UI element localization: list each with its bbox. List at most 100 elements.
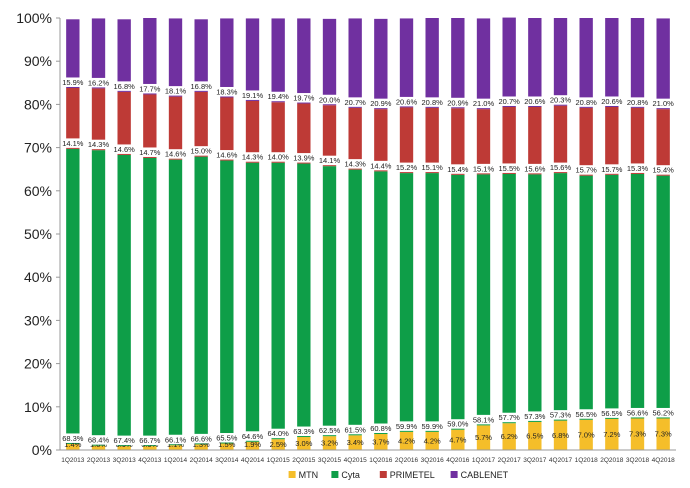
x-axis: 1Q2013 2Q2013 3Q2013 4Q2013 1Q2014 2Q2014 3Q20… — [60, 449, 676, 464]
data-label-bg — [625, 97, 650, 107]
bar-segment-primetel — [66, 87, 80, 149]
data-label-bg — [343, 159, 368, 169]
data-label-cyta: 57.3% — [550, 411, 572, 420]
data-label-mtn: 1.9% — [244, 440, 261, 449]
data-label-bg — [112, 435, 137, 446]
data-label-bg — [420, 421, 445, 431]
legend-swatch-cyta — [331, 471, 339, 478]
data-label-mtn: 1.1% — [167, 440, 184, 449]
data-label-cablenet: 17.7% — [139, 84, 161, 93]
data-label-mtn: 4.7% — [449, 435, 466, 444]
data-label-cyta: 65.5% — [216, 434, 238, 443]
x-tick-label: 4Q2014 — [241, 457, 265, 464]
y-tick-label: 90% — [24, 53, 52, 69]
data-label-primetel: 15.3% — [627, 164, 649, 173]
bar-segment-mtn — [91, 445, 106, 450]
data-label-cablenet: 20.6% — [524, 97, 546, 106]
data-label-bg — [420, 162, 445, 173]
bar-segment-mtn — [553, 420, 568, 450]
bar-segment-cyta — [476, 174, 491, 426]
data-label-mtn: 1.4% — [64, 440, 81, 449]
data-label-bg — [112, 81, 137, 91]
bar-segment-mtn — [194, 444, 208, 450]
legend-label-cyta: Cyta — [341, 470, 360, 480]
data-label-cablenet: 20.8% — [422, 98, 444, 107]
x-tick-label: 4Q2018 — [652, 457, 676, 464]
x-tick-label: 2Q2018 — [600, 457, 624, 464]
data-label-primetel: 15.6% — [550, 163, 572, 172]
bar-segment-mtn — [220, 443, 234, 450]
bar-segment-primetel — [476, 109, 491, 175]
data-label-bg — [548, 410, 573, 420]
bar-segment-cablenet — [91, 18, 106, 89]
bar-segment-cablenet — [528, 18, 542, 107]
data-label-bg — [599, 164, 624, 174]
data-label-cablenet: 19.7% — [293, 94, 315, 103]
data-label-cablenet: 18.1% — [165, 87, 187, 96]
data-label-mtn: 4.2% — [398, 436, 415, 445]
y-tick-label: 50% — [24, 226, 52, 242]
y-tick-label: 40% — [24, 269, 52, 285]
x-tick-label: 1Q2013 — [61, 457, 85, 464]
legend-label-primetel: PRIMETEL — [390, 470, 435, 480]
data-label-bg — [60, 138, 85, 148]
data-label-bg — [471, 163, 496, 174]
bar-segment-cyta — [143, 157, 157, 447]
data-label-bg — [651, 98, 676, 109]
bar-segment-mtn — [245, 441, 260, 450]
data-label-primetel: 15.7% — [601, 165, 623, 174]
y-tick-label: 20% — [24, 356, 52, 372]
data-label-primetel: 15.2% — [396, 163, 418, 172]
data-label-mtn: 3.7% — [372, 438, 389, 447]
data-label-bg — [214, 150, 239, 160]
data-label-bg — [266, 428, 291, 439]
data-label-bg — [522, 96, 547, 106]
bar-segment-cablenet — [399, 18, 414, 108]
data-label-cablenet: 20.0% — [319, 95, 341, 104]
bar-segment-primetel — [374, 109, 388, 172]
bar-segment-mtn — [374, 434, 388, 450]
data-label-mtn: 7.3% — [655, 430, 672, 439]
data-label-bg — [163, 434, 188, 445]
bar-segment-cablenet — [66, 19, 80, 88]
data-label-bg — [445, 164, 470, 174]
data-label-mtn: 1.3% — [193, 440, 210, 449]
data-label-cablenet: 18.3% — [216, 87, 238, 96]
data-label-cablenet: 20.9% — [447, 98, 469, 107]
data-label-primetel: 15.5% — [499, 164, 521, 173]
data-label-bg — [625, 407, 650, 418]
bar-segment-cyta — [348, 169, 362, 436]
data-label-mtn: 6.8% — [552, 431, 569, 440]
bar-segment-mtn — [322, 436, 337, 450]
bar-segment-cyta — [194, 156, 208, 445]
data-label-mtn: 5.7% — [475, 433, 492, 442]
data-label-cyta: 57.7% — [499, 413, 521, 422]
data-label-bg — [651, 407, 676, 418]
data-label-primetel: 13.9% — [293, 154, 315, 163]
data-label-bg — [291, 426, 316, 437]
data-label-bg — [137, 147, 162, 157]
data-label-bg — [214, 433, 239, 443]
data-label-bg — [445, 419, 470, 429]
data-label-primetel: 15.0% — [191, 147, 213, 156]
legend-label-mtn: MTN — [299, 470, 319, 480]
data-label-primetel: 15.6% — [524, 164, 546, 173]
bar-segment-cyta — [605, 174, 619, 419]
data-label-bg — [445, 97, 470, 108]
data-label-cablenet: 19.4% — [268, 92, 290, 101]
data-label-cyta: 63.3% — [293, 427, 315, 436]
data-label-primetel: 15.4% — [653, 166, 675, 175]
bar-segment-cyta — [425, 173, 439, 432]
x-tick-label: 1Q2016 — [369, 457, 393, 464]
data-label-mtn: 3.0% — [295, 439, 312, 448]
data-label-bg — [317, 94, 342, 105]
bar-segment-cyta — [322, 166, 337, 437]
data-label-bg — [137, 435, 162, 446]
data-label-cyta: 66.6% — [191, 434, 213, 443]
data-label-primetel: 14.0% — [268, 153, 290, 162]
data-label-bg — [471, 414, 496, 425]
data-label-bg — [651, 165, 676, 175]
data-label-cablenet: 21.0% — [473, 99, 495, 108]
data-label-bg — [214, 86, 239, 97]
